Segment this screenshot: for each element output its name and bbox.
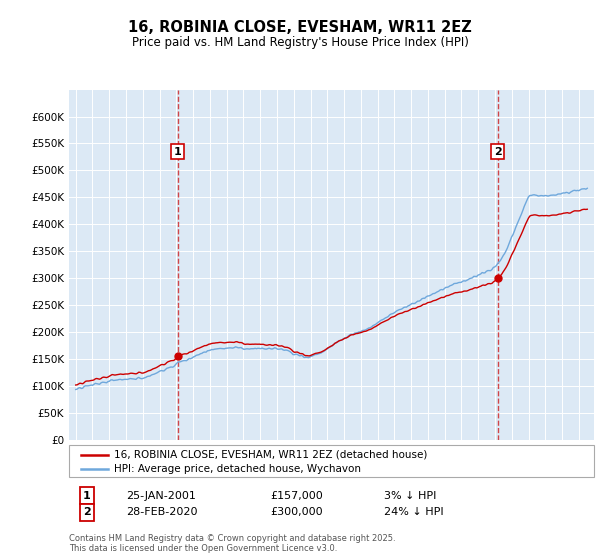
Text: 25-JAN-2001: 25-JAN-2001 bbox=[126, 491, 196, 501]
Text: 2: 2 bbox=[494, 147, 502, 157]
Text: 1: 1 bbox=[173, 147, 181, 157]
Text: 1: 1 bbox=[83, 491, 91, 501]
Text: £300,000: £300,000 bbox=[270, 507, 323, 517]
Text: 16, ROBINIA CLOSE, EVESHAM, WR11 2EZ: 16, ROBINIA CLOSE, EVESHAM, WR11 2EZ bbox=[128, 20, 472, 35]
Text: 16, ROBINIA CLOSE, EVESHAM, WR11 2EZ (detached house): 16, ROBINIA CLOSE, EVESHAM, WR11 2EZ (de… bbox=[114, 450, 427, 460]
Text: 3% ↓ HPI: 3% ↓ HPI bbox=[384, 491, 436, 501]
Text: £157,000: £157,000 bbox=[270, 491, 323, 501]
Text: 28-FEB-2020: 28-FEB-2020 bbox=[126, 507, 197, 517]
Text: Price paid vs. HM Land Registry's House Price Index (HPI): Price paid vs. HM Land Registry's House … bbox=[131, 36, 469, 49]
Text: 2: 2 bbox=[83, 507, 91, 517]
Text: Contains HM Land Registry data © Crown copyright and database right 2025.
This d: Contains HM Land Registry data © Crown c… bbox=[69, 534, 395, 553]
Text: HPI: Average price, detached house, Wychavon: HPI: Average price, detached house, Wych… bbox=[114, 464, 361, 474]
Text: 24% ↓ HPI: 24% ↓ HPI bbox=[384, 507, 443, 517]
